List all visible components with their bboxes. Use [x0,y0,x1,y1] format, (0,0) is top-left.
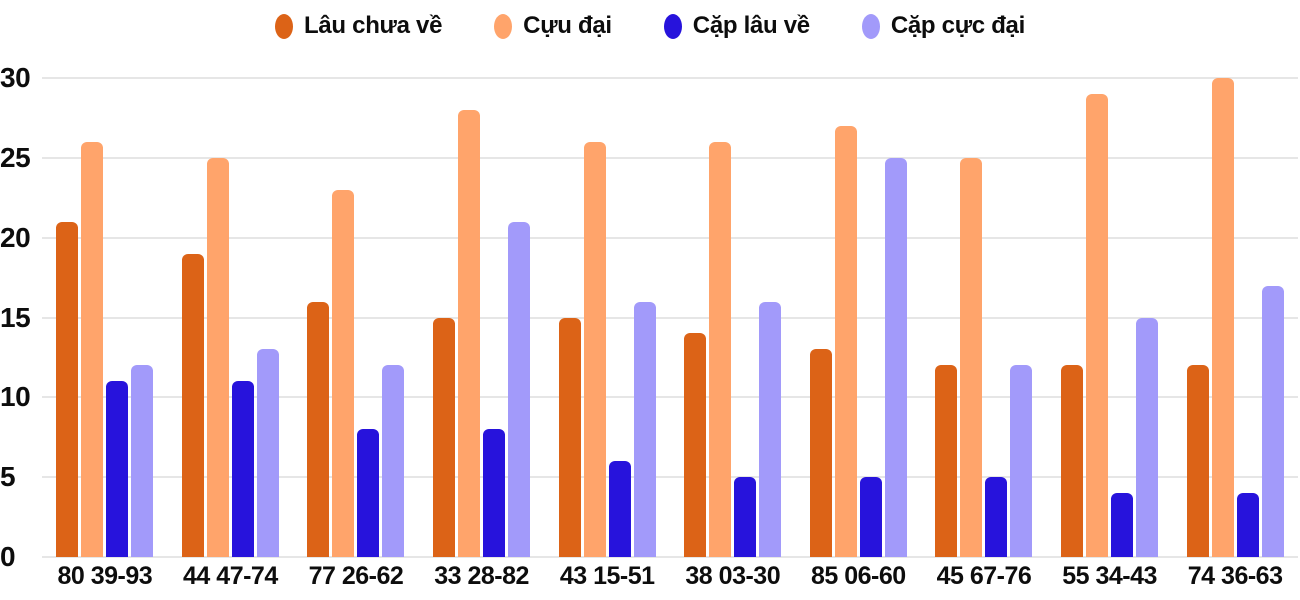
bar [307,301,330,557]
bar [206,157,229,557]
legend-swatch-icon [663,13,682,39]
bar [608,461,631,557]
y-axis-tick-label: 10 [0,381,31,413]
x-axis-label: 85 06-60 [811,562,906,590]
bar [633,301,656,557]
y-axis-tick-label: 25 [0,141,31,173]
legend-item: Lâu chưa về [275,12,442,40]
bar [508,221,531,557]
bar-group [921,78,1047,557]
bar-group [1047,78,1173,557]
bar [1111,493,1134,557]
x-axis: 80 39-93 44 47-74 77 26-62 33 28-82 43 15-51… [42,562,1298,591]
bar [558,317,581,557]
bar [181,253,204,557]
y-axis-tick-label: 20 [0,221,31,253]
x-axis-label: 77 26-62 [308,562,404,590]
bar [583,141,606,557]
bar [1136,317,1159,557]
bar [1186,365,1209,557]
legend-item: Cặp lâu về [663,12,810,40]
bar-group [42,78,168,557]
x-axis-label: 33 28-82 [434,562,529,590]
gridline [42,556,1298,558]
gridline [42,77,1298,79]
bar [709,141,732,557]
bar-group [1172,78,1298,557]
bar [56,221,79,557]
bar [483,429,506,557]
bar-group [419,78,545,557]
legend-label: Lâu chưa về [304,12,443,39]
bar [1261,285,1284,557]
legend-label: Cựu đại [523,12,612,39]
x-axis-label: 45 67-76 [936,562,1032,590]
bar [231,381,254,557]
legend-swatch-icon [861,13,880,39]
bar [382,365,405,557]
bar [960,157,983,557]
bar [131,365,154,557]
bar [759,301,782,557]
legend-swatch-icon [275,13,294,39]
plot-area [42,77,1298,558]
legend-label: Cặp cực đại [890,12,1025,39]
x-axis-label: 43 15-51 [559,562,655,590]
bar [1211,78,1234,557]
bar [256,349,279,557]
bar [458,109,481,557]
gridline [42,316,1298,319]
x-axis-label: 55 34-43 [1062,562,1157,590]
gridline [42,476,1298,479]
bar [1061,365,1084,557]
bar [1086,93,1109,557]
bar [357,429,380,557]
x-axis-label: 74 36-63 [1187,562,1283,590]
bar [1010,365,1033,557]
y-axis-tick-label: 15 [0,301,31,333]
bar-group [796,78,922,557]
bar [884,157,907,557]
bar [985,477,1008,557]
bar [935,365,958,557]
bar-group [293,78,419,557]
legend-swatch-icon [494,13,513,39]
bar [332,189,355,557]
bar [834,125,857,557]
y-axis-tick-label: 0 [0,541,16,572]
bar-group [670,78,796,557]
bar [734,477,757,557]
bar [81,141,104,557]
legend: Lâu chưa về Cựu đại Cặp lâu về Cặp cực đại [0,6,1300,46]
bar-group [544,78,670,557]
bar [859,477,882,557]
y-axis-tick-label: 5 [0,461,16,493]
bar-groups [42,78,1298,557]
bar [1236,493,1259,557]
y-axis: 0 5 10 15 20 25 30 [0,64,40,571]
gridline [42,236,1298,239]
legend-label: Cặp lâu về [692,12,810,39]
bar [809,349,832,557]
bar [106,381,129,557]
legend-item: Cựu đại [494,12,612,40]
gridline [42,396,1298,399]
x-axis-label: 80 39-93 [57,562,153,590]
x-axis-label: 38 03-30 [685,562,781,590]
bar [684,333,707,557]
bar-group [168,78,294,557]
x-axis-label: 44 47-74 [183,562,278,590]
bar [433,317,456,557]
y-axis-tick-label: 30 [0,62,31,93]
legend-item: Cặp cực đại [861,12,1025,40]
gridline [42,156,1298,159]
